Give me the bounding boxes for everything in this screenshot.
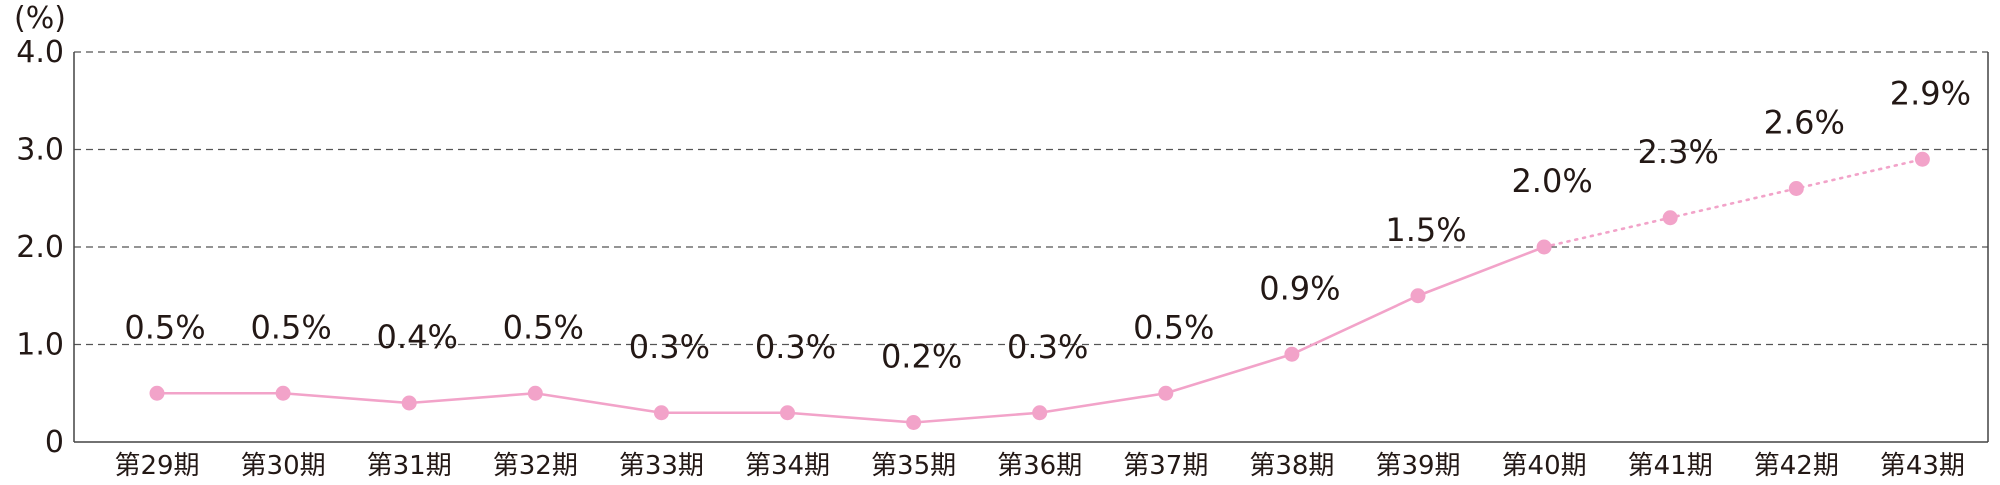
x-tick-label: 第42期 — [1754, 451, 1839, 481]
data-label: 2.6% — [1764, 104, 1845, 142]
y-tick-label: 3.0 — [16, 133, 64, 168]
data-point — [1284, 346, 1300, 362]
x-tick-label: 第33期 — [619, 451, 704, 481]
x-tick-label: 第43期 — [1880, 451, 1965, 481]
data-point — [1788, 181, 1804, 196]
x-tick-label: 第31期 — [367, 451, 452, 481]
y-tick-label: 4.0 — [16, 35, 64, 70]
x-tick-label: 第39期 — [1375, 451, 1460, 481]
data-label: 2.3% — [1638, 133, 1719, 171]
data-label: 0.4% — [377, 318, 458, 356]
x-tick-label: 第37期 — [1123, 451, 1208, 481]
y-tick-label: 2.0 — [16, 230, 64, 265]
x-tick-labels: 第29期 第30期 第31期 第32期 第33期 第34期 第35期 第36期 第37期 第38期… — [114, 451, 1964, 481]
x-tick-label: 第30期 — [241, 451, 326, 481]
data-point — [275, 385, 291, 401]
data-point — [780, 405, 795, 421]
data-label: 0.5% — [124, 308, 205, 346]
x-tick-label: 第29期 — [114, 451, 199, 481]
data-point — [1032, 405, 1048, 421]
data-label: 0.5% — [1133, 308, 1214, 346]
data-label: 0.5% — [503, 308, 584, 346]
data-point — [1158, 385, 1174, 401]
data-point — [1914, 151, 1930, 167]
x-tick-label: 第35期 — [871, 451, 956, 481]
data-label: 0.2% — [881, 338, 962, 376]
y-tick-label: 1.0 — [16, 328, 64, 363]
data-label: 0.9% — [1259, 269, 1340, 307]
y-axis-unit-label: (%) — [14, 1, 66, 36]
x-tick-label: 第40期 — [1502, 451, 1587, 481]
y-tick-labels: 0 1.0 2.0 3.0 4.0 — [16, 35, 64, 460]
data-point — [653, 405, 669, 421]
data-point — [1662, 210, 1678, 226]
x-tick-label: 第32期 — [493, 451, 578, 481]
series-line-solid — [157, 245, 1545, 424]
data-label: 1.5% — [1385, 211, 1466, 249]
data-label: 0.3% — [1007, 328, 1088, 366]
data-point — [906, 415, 922, 430]
data-point — [1536, 239, 1552, 255]
data-points — [149, 151, 1930, 430]
series-line — [157, 157, 1924, 424]
series-line-dotted — [1542, 157, 1924, 249]
x-tick-label: 第34期 — [745, 451, 830, 481]
x-tick-label: 第36期 — [997, 451, 1082, 481]
data-label: 0.3% — [755, 328, 836, 366]
x-tick-label: 第38期 — [1249, 451, 1334, 481]
axes — [73, 52, 1989, 443]
data-label: 0.5% — [250, 308, 331, 346]
x-tick-label: 第41期 — [1628, 451, 1713, 481]
y-tick-label: 0 — [45, 425, 64, 460]
data-label: 2.9% — [1890, 74, 1971, 112]
data-label: 2.0% — [1511, 162, 1592, 200]
data-point — [527, 385, 543, 401]
data-point — [401, 395, 417, 411]
data-point — [149, 385, 165, 401]
data-point — [1410, 288, 1426, 304]
gridlines — [74, 51, 1988, 346]
data-labels: 0.5% 0.5% 0.4% 0.5% 0.3% 0.3% 0.2% 0.3% 0.5% 0.9%… — [124, 74, 1971, 375]
data-label: 0.3% — [629, 328, 710, 366]
